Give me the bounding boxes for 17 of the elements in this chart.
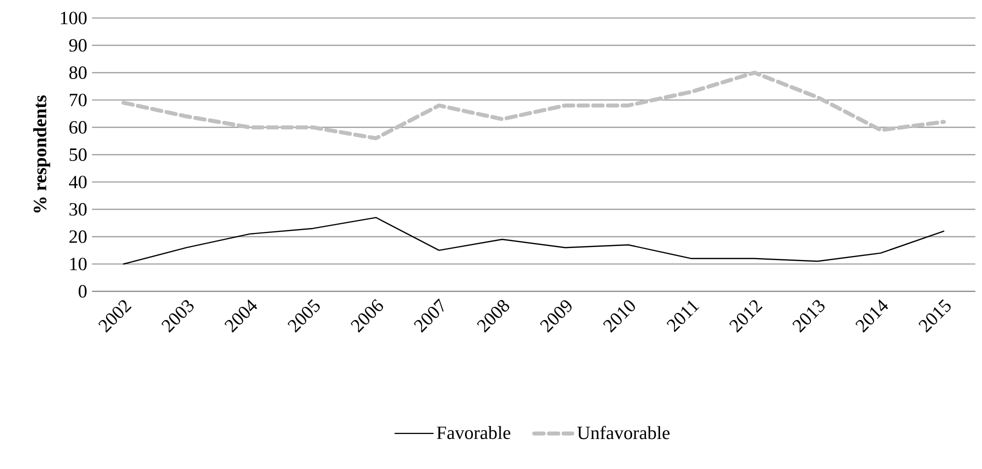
y-tick-label: 0 xyxy=(78,285,87,298)
y-tick-label: 80 xyxy=(69,66,87,80)
y-tick-label: 70 xyxy=(70,94,87,106)
y-tick-label: 50 xyxy=(70,148,87,162)
y-tick-label: 20 xyxy=(69,230,87,244)
line-series xyxy=(122,217,944,265)
y-axis-title: % respondents xyxy=(33,96,50,213)
legend-label: Unfavorable xyxy=(577,426,670,440)
x-tick-label: 2011 xyxy=(666,300,700,332)
y-tick-label: 40 xyxy=(68,176,87,188)
y-tick-label: 90 xyxy=(69,39,87,52)
line-series xyxy=(122,70,946,140)
y-tick-label: 30 xyxy=(70,203,87,216)
legend-label: Favorable xyxy=(436,426,510,440)
y-tick-label: 60 xyxy=(69,121,87,134)
y-tick-label: 100 xyxy=(60,12,87,24)
y-tick-label: 10 xyxy=(70,258,87,270)
